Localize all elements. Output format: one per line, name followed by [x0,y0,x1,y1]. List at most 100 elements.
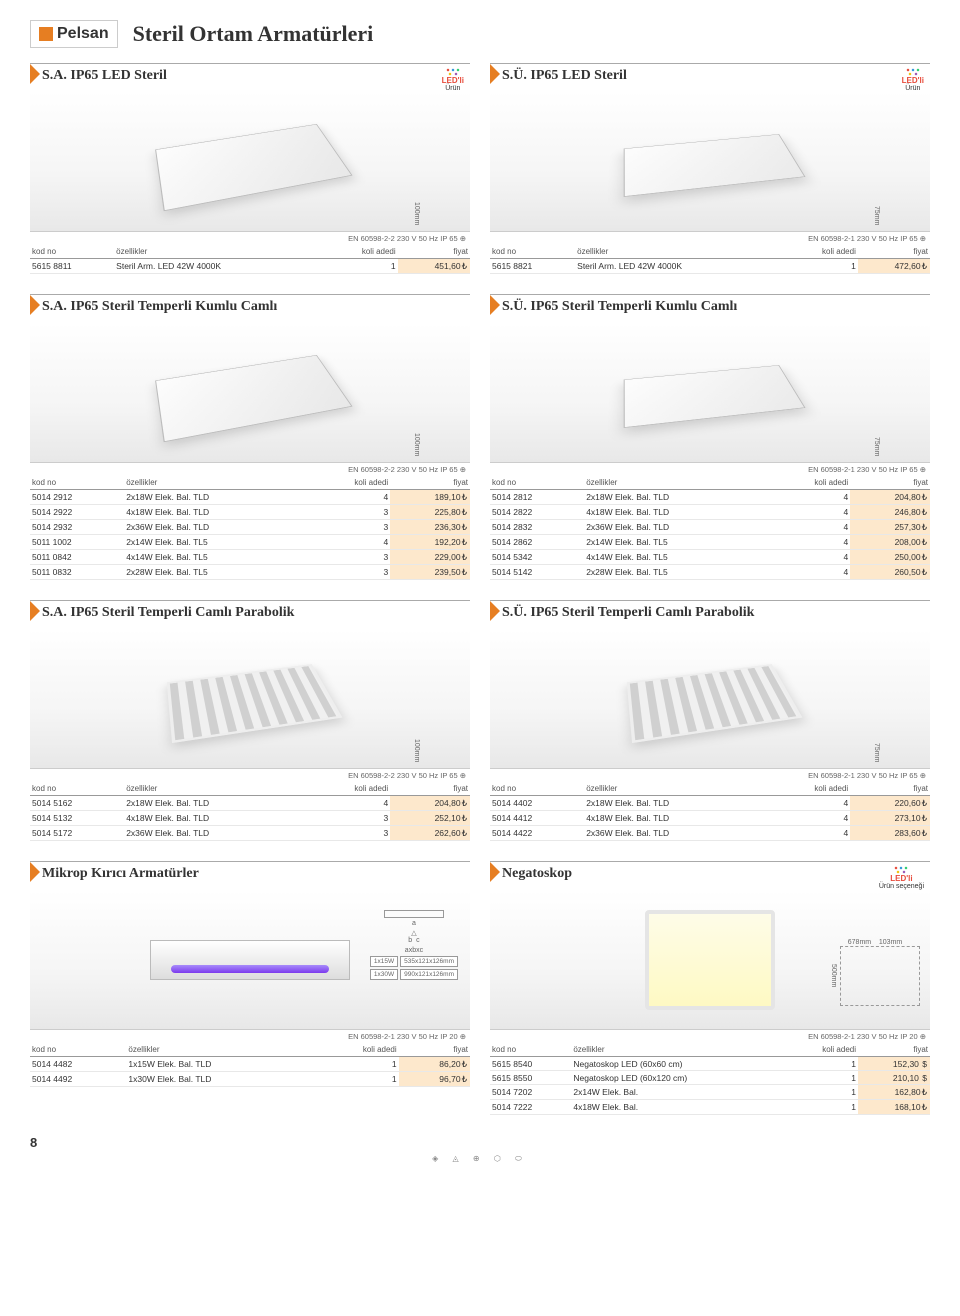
panel-title: S.A. IP65 Steril Temperli Kumlu Camlı [30,294,470,319]
cell-kod: 5014 4422 [490,826,584,841]
cell-kod: 5014 4492 [30,1072,126,1087]
dimension-label: 100mm [413,433,420,456]
col-kod: kod no [490,476,584,490]
cell-ozel: 4x14W Elek. Bal. TL5 [124,550,309,565]
panel-title: S.Ü. IP65 LED Steril [490,63,930,88]
col-koli: koli adedi [770,782,851,796]
col-ozel: özellikler [124,782,309,796]
cell-ozel: 2x36W Elek. Bal. TLD [124,520,309,535]
cell-kod: 5011 0832 [30,565,124,580]
cell-kod: 5014 7222 [490,1100,571,1115]
panel-title: S.Ü. IP65 Steril Temperli Camlı Paraboli… [490,600,930,625]
cell-koli: 4 [310,490,391,505]
panel-title: Mikrop Kırıcı Armatürler [30,861,470,886]
panel-title: S.Ü. IP65 Steril Temperli Kumlu Camlı [490,294,930,319]
cell-kod: 5615 8821 [490,259,575,274]
cell-kod: 5014 2822 [490,505,584,520]
cell-koli: 4 [770,550,851,565]
logo-icon [39,27,53,41]
table-row: 5014 72022x14W Elek. Bal.1162,80 [490,1085,930,1100]
cell-kod: 5014 4412 [490,811,584,826]
cell-kod: 5014 5162 [30,796,124,811]
product-table: kod noözelliklerkoli adedifiyat5615 8821… [490,245,930,274]
table-row: 5011 10022x14W Elek. Bal. TL54192,20 [30,535,470,550]
col-koli: koli adedi [785,245,858,259]
cell-koli: 4 [770,811,851,826]
panel-title: Negatoskop [490,861,930,886]
spec-line: EN 60598-2-2 230 V 50 Hz IP 65 ⊕ [30,232,470,245]
cell-ozel: 4x18W Elek. Bal. [571,1100,788,1115]
table-row: 5011 08424x14W Elek. Bal. TL53229,00 [30,550,470,565]
col-koli: koli adedi [310,476,391,490]
table-row: 5014 29322x36W Elek. Bal. TLD3236,30 [30,520,470,535]
product-table: kod noözelliklerkoli adedifiyat5014 2912… [30,476,470,580]
product-image: 75mm [490,629,930,769]
product-table: kod noözelliklerkoli adedifiyat5615 8811… [30,245,470,274]
cell-koli: 3 [310,505,391,520]
cell-fiyat: 472,60 [858,259,930,274]
header-row: Pelsan Steril Ortam Armatürleri [30,20,930,48]
product-panel: S.Ü. IP65 LED SterilLED'liÜrünYerli75mmE… [490,63,930,274]
dimension-diagram: a△b caxbxc1x15W535x121x126mm1x30W990x121… [368,910,460,982]
product-panel: S.A. IP65 Steril Temperli Camlı Paraboli… [30,600,470,841]
dimension-diagram: 678mm 103mm500mm [830,939,920,1006]
spec-line: EN 60598-2-1 230 V 50 Hz IP 65 ⊕ [490,463,930,476]
dimension-label: 75mm [873,743,880,762]
table-row: 5014 44821x15W Elek. Bal. TLD186,20 [30,1057,470,1072]
cell-kod: 5011 0842 [30,550,124,565]
cell-ozel: 2x14W Elek. Bal. [571,1085,788,1100]
col-fiyat: fiyat [850,782,930,796]
product-panel: Mikrop Kırıcı Armatürler a△b caxbxc1x15W5… [30,861,470,1115]
page-title: Steril Ortam Armatürleri [133,21,374,47]
product-table: kod noözelliklerkoli adedifiyat5615 8540… [490,1043,930,1115]
cell-koli: 4 [770,520,851,535]
product-table: kod noözelliklerkoli adedifiyat5014 4482… [30,1043,470,1087]
table-row: 5014 28122x18W Elek. Bal. TLD4204,80 [490,490,930,505]
cell-ozel: 1x30W Elek. Bal. TLD [126,1072,316,1087]
cell-kod: 5014 2862 [490,535,584,550]
cell-ozel: Steril Arm. LED 42W 4000K [114,259,324,274]
cell-fiyat: 236,30 [390,520,470,535]
product-image: 678mm 103mm500mm [490,890,930,1030]
cell-ozel: 2x14W Elek. Bal. TL5 [584,535,769,550]
table-row: 5014 44124x18W Elek. Bal. TLD4273,10 [490,811,930,826]
cell-ozel: 2x14W Elek. Bal. TL5 [124,535,309,550]
cell-fiyat: 229,00 [390,550,470,565]
cell-koli: 4 [770,565,851,580]
cell-kod: 5014 5172 [30,826,124,841]
col-fiyat: fiyat [390,476,470,490]
col-kod: kod no [30,245,114,259]
col-fiyat: fiyat [858,1043,930,1057]
cell-kod: 5014 4402 [490,796,584,811]
table-row: 5014 51722x36W Elek. Bal. TLD3262,60 [30,826,470,841]
cell-koli: 1 [788,1100,858,1115]
cell-ozel: Steril Arm. LED 42W 4000K [575,259,785,274]
cell-fiyat: 152,30 [858,1057,930,1071]
cell-koli: 1 [788,1071,858,1085]
cert-icons: ◈ ◬ ⊕ ⬡ ⬭ [30,1154,930,1164]
cell-koli: 4 [770,505,851,520]
col-ozel: özellikler [575,245,785,259]
cell-fiyat: 210,10 [858,1071,930,1085]
cell-fiyat: 239,50 [390,565,470,580]
cell-koli: 1 [325,259,398,274]
cell-koli: 1 [785,259,858,274]
dimension-label: 75mm [873,437,880,456]
product-table: kod noözelliklerkoli adedifiyat5014 5162… [30,782,470,841]
cell-koli: 3 [310,811,391,826]
cell-koli: 3 [310,550,391,565]
col-ozel: özellikler [124,476,309,490]
col-kod: kod no [30,1043,126,1057]
col-kod: kod no [490,245,575,259]
col-kod: kod no [490,1043,571,1057]
led-badge-icon: LED'liÜrün [442,67,464,92]
cell-fiyat: 273,10 [850,811,930,826]
table-row: 5014 44022x18W Elek. Bal. TLD4220,60 [490,796,930,811]
product-image: 100mm [30,92,470,232]
table-row: 5014 28322x36W Elek. Bal. TLD4257,30 [490,520,930,535]
product-panel: S.Ü. IP65 Steril Temperli Kumlu Camlı 75m… [490,294,930,580]
product-image: 100mm [30,629,470,769]
cell-ozel: 2x18W Elek. Bal. TLD [124,490,309,505]
cell-fiyat: 168,10 [858,1100,930,1115]
cell-koli: 4 [770,826,851,841]
